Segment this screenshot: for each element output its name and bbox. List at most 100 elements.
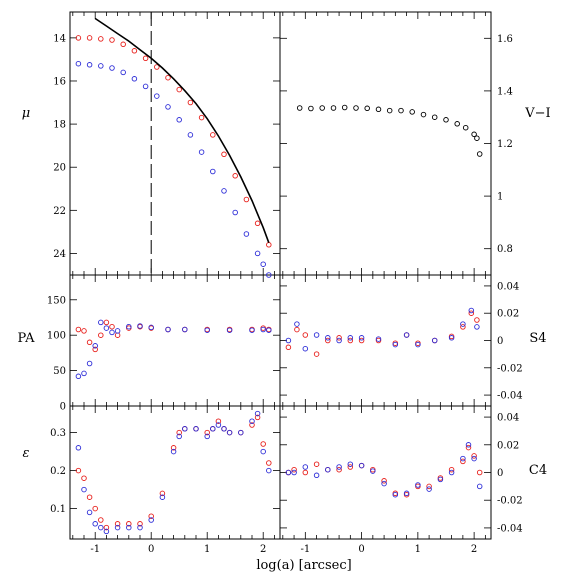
x-tick-label: 1 (415, 544, 421, 555)
data-point-blue (403, 332, 410, 338)
data-point-black (471, 131, 477, 138)
data-point-blue (148, 324, 154, 331)
data-point-red (266, 460, 272, 466)
data-point-red (126, 521, 132, 527)
data-point-red (75, 326, 82, 333)
y-tick-label: -0.04 (497, 391, 523, 402)
data-point-blue (294, 321, 300, 327)
y-tick-label: 18 (53, 120, 66, 131)
data-point-red (75, 35, 82, 41)
panel-frames: 141618202224μ0.811.21.41.6V−I050100150PA… (18, 11, 551, 555)
data-point-blue (210, 168, 216, 175)
y-axis-label-c4: C4 (529, 463, 547, 478)
data-point-blue (260, 326, 266, 333)
data-point-blue (86, 62, 93, 68)
y-tick-label: -0.02 (497, 496, 523, 507)
data-point-red (347, 337, 354, 344)
y-axis-label-pa: PA (18, 331, 36, 346)
data-point-blue (215, 422, 222, 428)
data-point-red (215, 418, 222, 424)
data-point-blue (137, 323, 143, 329)
data-point-red (176, 86, 182, 93)
data-point-blue (98, 63, 104, 69)
data-point-blue (165, 326, 171, 333)
data-point-blue (392, 341, 399, 348)
data-point-blue (176, 433, 182, 440)
data-point-blue (243, 231, 250, 237)
data-point-black (353, 105, 359, 111)
data-point-red (249, 422, 255, 428)
data-point-blue (126, 323, 132, 330)
data-point-blue (75, 373, 82, 380)
data-point-blue (176, 117, 182, 123)
data-point-red (98, 517, 104, 523)
data-point-black (409, 109, 415, 115)
data-point-red (98, 36, 104, 42)
data-point-blue (266, 272, 272, 278)
y-tick-label: -0.02 (497, 363, 523, 374)
y-axis-label-mu: μ (22, 106, 30, 121)
data-point-blue (159, 494, 166, 500)
y-tick-label: 22 (53, 206, 66, 217)
y-tick-label: 16 (53, 76, 66, 87)
data-point-red (476, 469, 483, 476)
data-point-red (325, 337, 331, 344)
data-point-red (426, 483, 432, 490)
data-point-red (266, 242, 272, 248)
data-point-black (476, 151, 483, 157)
data-point-blue (266, 327, 272, 333)
data-point-red (120, 41, 126, 48)
data-point-red (159, 490, 166, 497)
data-point-red (210, 132, 216, 138)
y-tick-label: 20 (53, 163, 66, 174)
data-point-red (221, 151, 227, 158)
data-point-blue (285, 469, 292, 476)
data-point-red (243, 196, 250, 203)
data-point-black (375, 106, 382, 113)
data-point-red (137, 521, 143, 527)
data-point-red (381, 478, 387, 484)
data-point-red (460, 324, 466, 330)
data-point-red (302, 469, 309, 476)
data-point-red (347, 464, 354, 470)
data-point-red (109, 323, 115, 330)
data-point-blue (137, 524, 143, 531)
data-point-red (92, 346, 98, 353)
data-point-blue (313, 472, 320, 479)
data-point-red (336, 335, 342, 341)
data-point-red (204, 429, 210, 436)
data-point-blue (392, 491, 399, 498)
data-point-blue (426, 486, 432, 492)
data-point-red (232, 173, 238, 179)
data-point-blue (86, 509, 93, 516)
y-tick-label: 0 (497, 336, 503, 347)
data-point-blue (148, 517, 154, 523)
data-point-red (294, 326, 300, 333)
data-point-blue (193, 426, 199, 432)
data-point-red (154, 64, 160, 70)
y-tick-label: 0.04 (497, 281, 519, 292)
data-point-blue (260, 448, 266, 455)
data-point-black (462, 124, 469, 131)
data-point-blue (109, 65, 115, 71)
y-tick-label: 14 (53, 33, 66, 44)
data-point-red (86, 35, 93, 41)
data-point-blue (114, 328, 121, 334)
data-point-blue (182, 326, 188, 333)
data-point-blue (142, 83, 149, 90)
data-point-blue (358, 335, 365, 341)
data-point-blue (170, 448, 177, 455)
y-axis-label-s4: S4 (529, 331, 546, 346)
y-tick-label: 100 (47, 331, 66, 342)
y-tick-label: -0.04 (497, 523, 523, 534)
panel-frame-pa (69, 274, 281, 407)
y-tick-label: 0.2 (50, 466, 66, 477)
data-point-red (142, 55, 149, 62)
data-point-blue (249, 327, 255, 333)
data-point-red (109, 37, 115, 43)
x-tick-label: 0 (148, 544, 154, 555)
x-tick-label: -1 (90, 544, 100, 555)
data-point-blue (182, 426, 188, 432)
data-point-red (260, 441, 266, 447)
data-point-blue (204, 433, 210, 440)
